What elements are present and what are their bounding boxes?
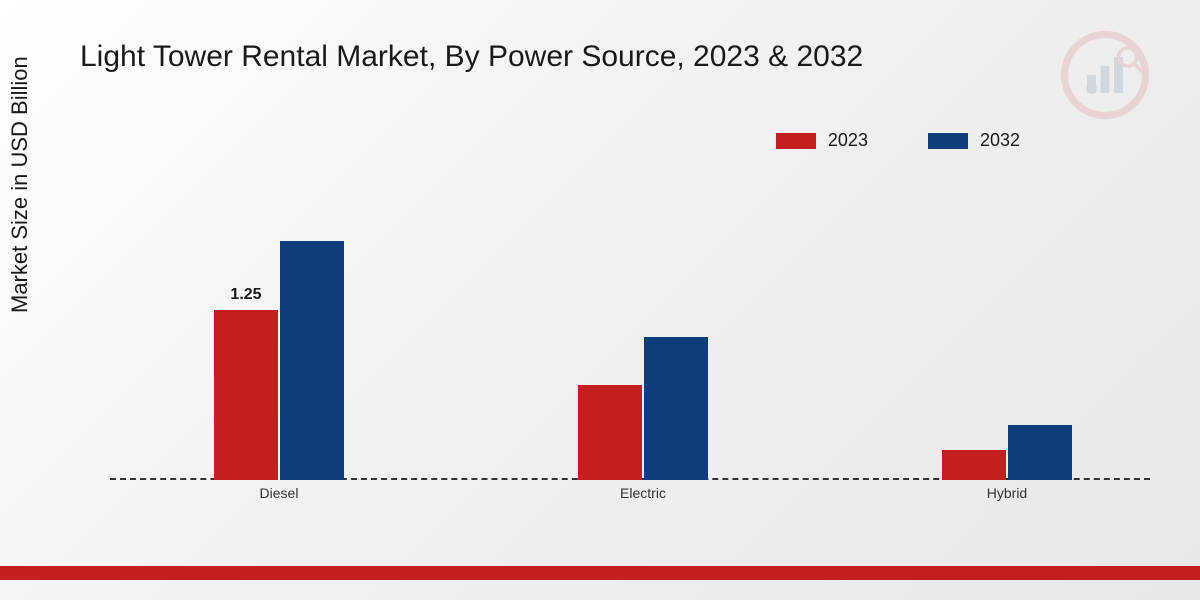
- bar-2032: [1008, 425, 1072, 480]
- x-tick-label: Hybrid: [987, 485, 1027, 501]
- chart-plot-area: 1.25: [110, 180, 1150, 480]
- legend-label-2032: 2032: [980, 130, 1020, 151]
- x-tick-label: Electric: [620, 485, 666, 501]
- legend: 2023 2032: [776, 130, 1020, 151]
- bar-group: [578, 337, 708, 480]
- watermark-logo: [1060, 30, 1150, 120]
- bar-group: [942, 425, 1072, 480]
- legend-item-2032: 2032: [928, 130, 1020, 151]
- x-axis-labels: Diesel Electric Hybrid: [110, 485, 1150, 505]
- legend-swatch-2023: [776, 133, 816, 149]
- x-tick-label: Diesel: [260, 485, 299, 501]
- bar-2032: [280, 241, 344, 480]
- bar-2023: [942, 450, 1006, 480]
- bar-2023: [214, 310, 278, 480]
- bar-2023: [578, 385, 642, 480]
- footer-accent-bar: [0, 566, 1200, 580]
- legend-label-2023: 2023: [828, 130, 868, 151]
- bar-value-label: 1.25: [230, 286, 261, 304]
- legend-swatch-2032: [928, 133, 968, 149]
- legend-item-2023: 2023: [776, 130, 868, 151]
- y-axis-label: Market Size in USD Billion: [7, 56, 33, 313]
- chart-title: Light Tower Rental Market, By Power Sour…: [80, 40, 863, 74]
- bar-group: [214, 241, 344, 480]
- bar-2032: [644, 337, 708, 480]
